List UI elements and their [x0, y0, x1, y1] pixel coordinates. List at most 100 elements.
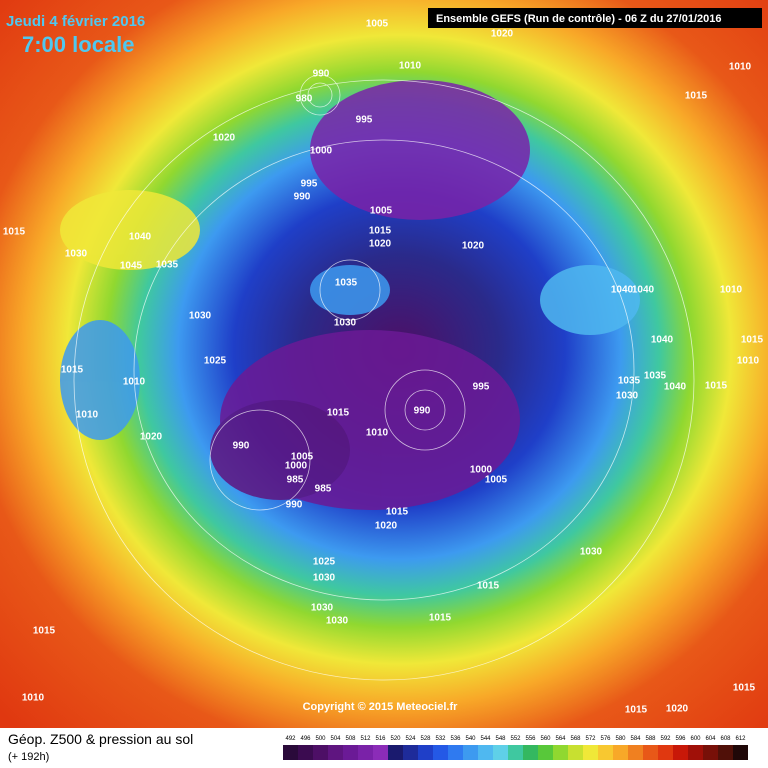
- colorbar-swatch: [598, 745, 613, 760]
- isobar-label: 1035: [335, 278, 358, 289]
- isobar-label: 1030: [580, 547, 603, 558]
- isobar-label: 1010: [737, 356, 760, 367]
- colorbar-label: 568: [570, 736, 581, 742]
- colorbar-label: 496: [300, 736, 311, 742]
- colorbar-swatch: [568, 745, 583, 760]
- isobar-label: 1040: [632, 285, 655, 296]
- isobar-label: 995: [301, 179, 318, 190]
- isobar-label: 1005: [485, 475, 508, 486]
- isobar-label: 990: [233, 441, 250, 452]
- colorbar-label: 556: [525, 736, 536, 742]
- isobar-label: 1030: [311, 603, 334, 614]
- isobar-label: 1020: [140, 432, 163, 443]
- copyright: Copyright © 2015 Meteociel.fr: [303, 701, 459, 713]
- isobar-label: 1020: [213, 133, 236, 144]
- isobar-label: 1020: [369, 239, 392, 250]
- isobar-label: 1015: [705, 381, 728, 392]
- colorbar-label: 564: [555, 736, 566, 742]
- isobar-label: 1010: [22, 693, 45, 704]
- isobar-label: 1030: [313, 573, 336, 584]
- colorbar-label: 572: [585, 736, 596, 742]
- isobar-label: 1020: [375, 521, 398, 532]
- isobar-label: 995: [356, 115, 373, 126]
- colorbar-label: 536: [450, 736, 461, 742]
- colorbar-swatch: [448, 745, 463, 760]
- isobar-label: 1045: [120, 261, 143, 272]
- isobar-label: 1030: [189, 311, 212, 322]
- isobar-label: 990: [313, 69, 330, 80]
- colorbar-label: 580: [615, 736, 626, 742]
- isobar-label: 1015: [33, 626, 56, 637]
- colorbar-swatch: [628, 745, 643, 760]
- isobars: [73, 74, 695, 681]
- colorbar-swatch: [298, 745, 313, 760]
- colorbar-swatch: [463, 745, 478, 760]
- colorbar-swatch: [373, 745, 388, 760]
- colorbar-swatch: [343, 745, 358, 760]
- run-box: [428, 8, 762, 28]
- colorbar-label: 544: [480, 736, 491, 742]
- run: Ensemble GEFS (Run de contrôle) - 06 Z d…: [436, 13, 721, 25]
- colorbar-swatch: [553, 745, 568, 760]
- colorbar-label: 596: [675, 736, 686, 742]
- isobar-label: 1025: [204, 356, 227, 367]
- colorbar-label: 588: [645, 736, 656, 742]
- isobar-label: 1015: [327, 408, 350, 419]
- colorbar-swatch: [508, 745, 523, 760]
- colorbar-label: 512: [360, 736, 371, 742]
- colorbar-label: 576: [600, 736, 611, 742]
- colorbar-label: 604: [705, 736, 716, 742]
- colorbar-swatch: [583, 745, 598, 760]
- isobar-label: 1000: [470, 465, 493, 476]
- colorbar-swatch: [403, 745, 418, 760]
- isobar-label: 1040: [129, 232, 152, 243]
- colorbar-label: 500: [315, 736, 326, 742]
- colorbar-swatch: [313, 745, 328, 760]
- isobar-label: 1010: [729, 62, 752, 73]
- isobar-label: 980: [296, 94, 313, 105]
- isobar-label: 1015: [685, 91, 708, 102]
- isobar-label: 1005: [366, 19, 389, 30]
- isobar-label: 1040: [664, 382, 687, 393]
- isobar-label: 1015: [369, 226, 392, 237]
- isobar-label: 1035: [156, 260, 179, 271]
- colorbar-label: 516: [375, 736, 386, 742]
- colorbar-label: 504: [330, 736, 341, 742]
- isobar-label: 1000: [310, 146, 333, 157]
- colorbar-label: 600: [690, 736, 701, 742]
- isobar-label: 1030: [616, 391, 639, 402]
- colorbar-label: 612: [735, 736, 746, 742]
- colorbar-swatch: [643, 745, 658, 760]
- colorbar-label: 492: [285, 736, 296, 742]
- isobar-label: 1010: [366, 428, 389, 439]
- colorbar-swatch: [523, 745, 538, 760]
- colorbar-swatch: [493, 745, 508, 760]
- isobar-label: 1005: [370, 206, 393, 217]
- isobar-label: 1015: [429, 613, 452, 624]
- colorbar-swatch: [733, 745, 748, 760]
- colorbar-swatch: [673, 745, 688, 760]
- isobar-label: 990: [414, 406, 431, 417]
- isobar-label: 1025: [313, 557, 336, 568]
- colorbar-label: 524: [405, 736, 416, 742]
- isobar-label: 1015: [3, 227, 26, 238]
- colorbar-label: 584: [630, 736, 641, 742]
- colorbar-swatch: [538, 745, 553, 760]
- isobar-label: 1020: [491, 29, 514, 40]
- colorbar-swatch: [613, 745, 628, 760]
- isobar-label: 1040: [611, 285, 634, 296]
- colorbar-swatch: [703, 745, 718, 760]
- colorbar-label: 592: [660, 736, 671, 742]
- isobar-label: 1010: [720, 285, 743, 296]
- isobar-label: 995: [473, 382, 490, 393]
- colorbar-swatch: [388, 745, 403, 760]
- isobar-label: 1040: [651, 335, 674, 346]
- colorbar-swatch: [283, 745, 298, 760]
- isobar-label: 1010: [399, 61, 422, 72]
- colorbar-swatch: [718, 745, 733, 760]
- isobar-label: 1015: [741, 335, 764, 346]
- colorbar-label: 540: [465, 736, 476, 742]
- isobar-label: 1015: [477, 581, 500, 592]
- colorbar-label: 548: [495, 736, 506, 742]
- isobar-label: 1015: [386, 507, 409, 518]
